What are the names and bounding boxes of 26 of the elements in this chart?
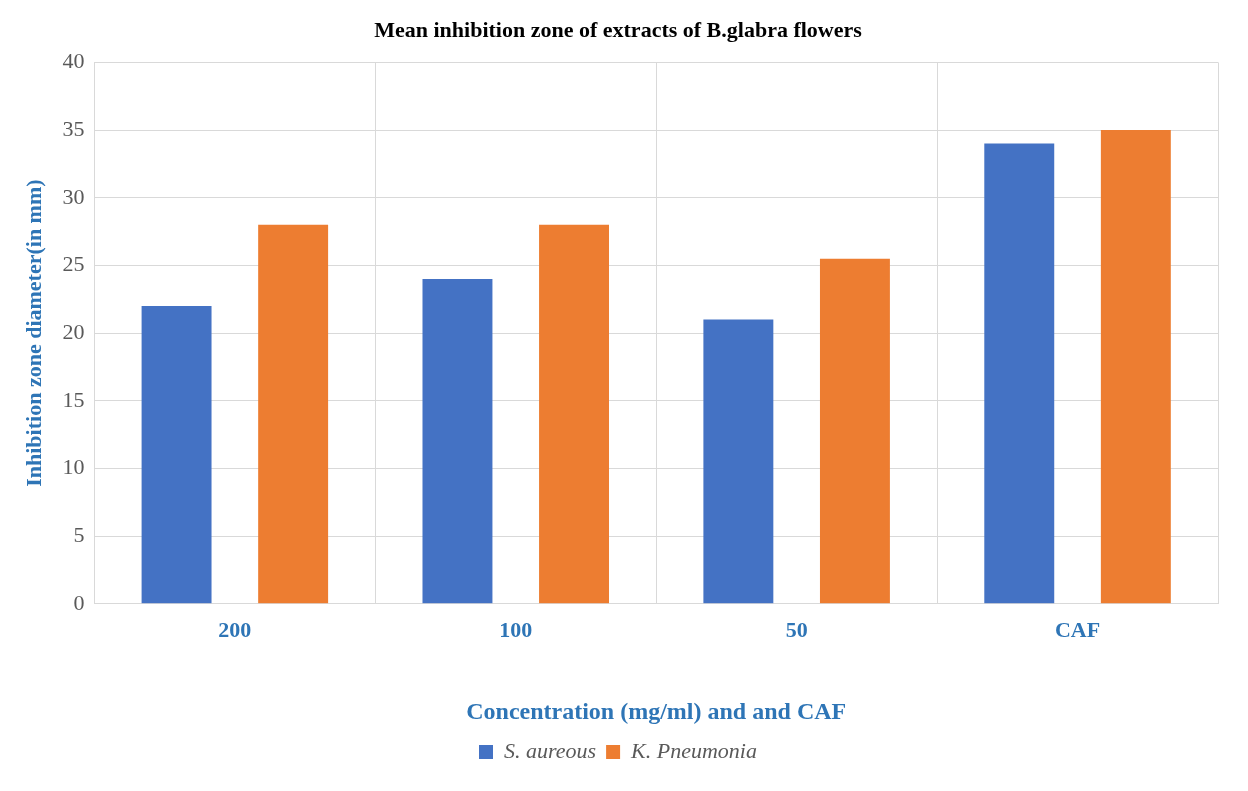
y-tick-label: 20	[62, 318, 85, 344]
bar	[819, 258, 890, 604]
x-tick-label: CAF	[1054, 616, 1101, 642]
x-tick-label: 50	[785, 616, 808, 642]
y-tick-label: 35	[62, 115, 85, 141]
y-tick-label: 15	[62, 386, 85, 412]
bar	[422, 278, 493, 604]
y-tick-label: 30	[62, 183, 85, 209]
y-tick-label: 10	[62, 454, 85, 480]
bar	[141, 306, 212, 604]
bar	[703, 319, 774, 604]
y-tick-label: 0	[73, 589, 85, 615]
y-tick-label: 25	[62, 251, 85, 277]
bar	[258, 224, 329, 604]
x-tick-label: 200	[218, 616, 252, 642]
chart-title: Mean inhibition zone of extracts of B.glabra flowers	[374, 16, 863, 42]
bar	[984, 143, 1055, 604]
y-tick-label: 5	[73, 521, 85, 547]
legend-label: K. Pneumonia	[630, 737, 757, 763]
x-axis-title: Concentration (mg/ml) and and CAF	[466, 697, 847, 724]
legend-label: S. aureous	[504, 737, 597, 763]
bar	[1100, 130, 1171, 604]
y-axis-title: Inhibition zone diameter(in mm)	[20, 179, 46, 487]
y-tick-label: 40	[62, 48, 85, 74]
bar	[539, 224, 610, 604]
x-tick-label: 100	[499, 616, 533, 642]
